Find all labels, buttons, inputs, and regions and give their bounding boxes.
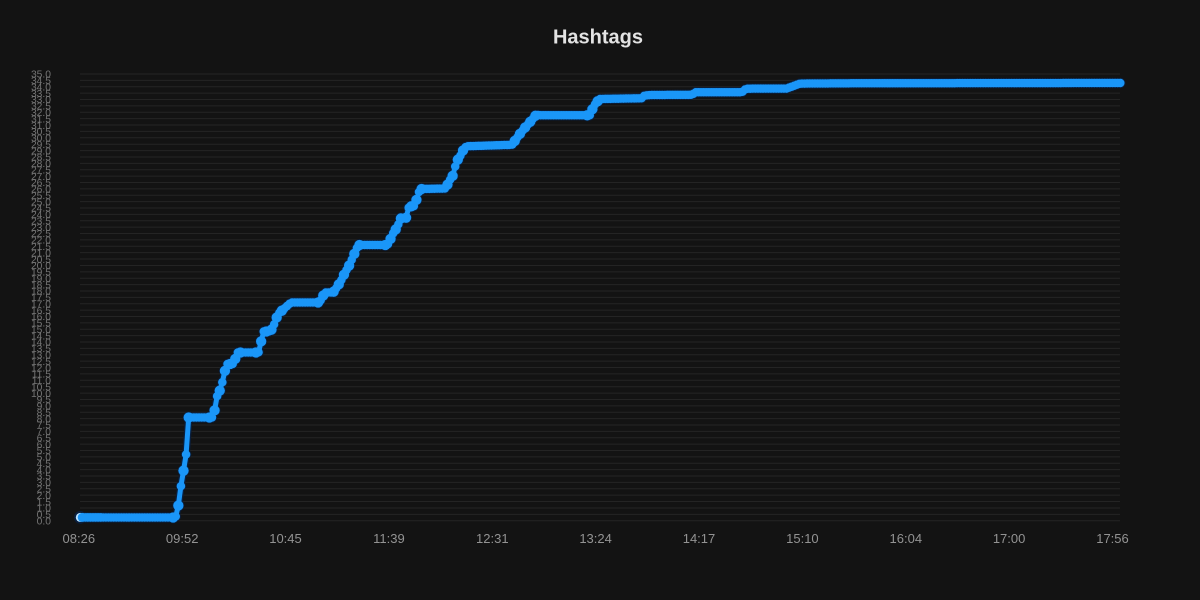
svg-text:27.0: 27.0 [31,172,51,183]
svg-text:23.0: 23.0 [31,223,51,234]
svg-text:9.5: 9.5 [37,395,52,406]
svg-text:1.5: 1.5 [37,497,52,508]
svg-text:12:31: 12:31 [476,531,509,546]
svg-text:10:45: 10:45 [269,531,302,546]
svg-text:31.0: 31.0 [31,121,51,132]
svg-text:22.0: 22.0 [31,236,51,247]
svg-text:16.0: 16.0 [31,312,51,323]
svg-text:7.0: 7.0 [37,427,52,438]
svg-text:17.5: 17.5 [31,293,51,304]
svg-text:14.0: 14.0 [31,338,51,349]
svg-text:16.5: 16.5 [31,306,51,317]
svg-text:32.0: 32.0 [31,108,51,119]
svg-text:0.5: 0.5 [37,510,52,521]
svg-text:9.0: 9.0 [37,402,52,413]
svg-text:14.5: 14.5 [31,331,51,342]
svg-text:2.0: 2.0 [37,491,52,502]
svg-text:28.0: 28.0 [31,159,51,170]
svg-text:20.0: 20.0 [31,261,51,272]
svg-text:20.5: 20.5 [31,255,51,266]
svg-text:8.0: 8.0 [37,414,52,425]
svg-text:17:00: 17:00 [993,531,1026,546]
svg-text:21.5: 21.5 [31,242,51,253]
svg-text:19.5: 19.5 [31,268,51,279]
svg-text:25.0: 25.0 [31,197,51,208]
svg-text:26.0: 26.0 [31,185,51,196]
svg-text:18.0: 18.0 [31,287,51,298]
svg-text:32.5: 32.5 [31,102,51,113]
svg-text:26.5: 26.5 [31,178,51,189]
svg-text:34.5: 34.5 [31,76,51,87]
svg-text:34.0: 34.0 [31,82,51,93]
svg-text:17:56: 17:56 [1096,531,1129,546]
svg-text:23.5: 23.5 [31,216,51,227]
svg-text:31.5: 31.5 [31,114,51,125]
svg-text:11:39: 11:39 [373,531,405,546]
svg-text:5.0: 5.0 [37,453,52,464]
svg-text:16:04: 16:04 [890,531,923,546]
svg-text:33.0: 33.0 [31,95,51,106]
svg-text:30.0: 30.0 [31,134,51,145]
svg-text:08:26: 08:26 [63,531,96,546]
svg-text:29.0: 29.0 [31,146,51,157]
svg-text:4.5: 4.5 [37,459,52,470]
svg-text:12.5: 12.5 [31,357,51,368]
svg-text:24.5: 24.5 [31,204,51,215]
svg-text:27.5: 27.5 [31,165,51,176]
svg-text:3.5: 3.5 [37,472,52,483]
svg-text:18.5: 18.5 [31,280,51,291]
svg-text:09:52: 09:52 [166,531,199,546]
svg-text:10.5: 10.5 [31,382,51,393]
svg-text:19.0: 19.0 [31,274,51,285]
svg-text:11.0: 11.0 [32,376,52,387]
svg-text:14:17: 14:17 [683,531,716,546]
svg-text:28.5: 28.5 [31,153,51,164]
svg-text:30.5: 30.5 [31,127,51,138]
svg-text:6.5: 6.5 [37,433,52,444]
svg-text:13:24: 13:24 [579,531,612,546]
svg-text:15.0: 15.0 [31,325,51,336]
svg-text:0.0: 0.0 [37,516,52,527]
svg-text:8.5: 8.5 [37,408,52,419]
svg-text:13.0: 13.0 [31,350,51,361]
svg-text:11.5: 11.5 [32,370,52,381]
svg-text:1.0: 1.0 [37,504,52,515]
svg-text:Hashtags: Hashtags [553,27,643,49]
svg-text:12.0: 12.0 [31,363,51,374]
svg-text:29.5: 29.5 [31,140,51,151]
svg-text:2.5: 2.5 [37,484,52,495]
svg-text:25.5: 25.5 [31,191,51,202]
svg-text:21.0: 21.0 [31,248,51,259]
svg-text:17.0: 17.0 [31,299,51,310]
svg-text:5.5: 5.5 [37,446,52,457]
svg-text:3.0: 3.0 [37,478,52,489]
svg-text:24.0: 24.0 [31,210,51,221]
svg-text:33.5: 33.5 [31,89,51,100]
svg-text:6.0: 6.0 [37,440,52,451]
svg-text:22.5: 22.5 [31,229,51,240]
svg-text:7.5: 7.5 [37,421,52,432]
svg-text:4.0: 4.0 [37,465,52,476]
svg-text:15:10: 15:10 [786,531,819,546]
svg-text:13.5: 13.5 [31,344,51,355]
svg-text:35.0: 35.0 [31,70,51,81]
svg-text:15.5: 15.5 [31,319,51,330]
svg-text:10.0: 10.0 [31,389,51,400]
